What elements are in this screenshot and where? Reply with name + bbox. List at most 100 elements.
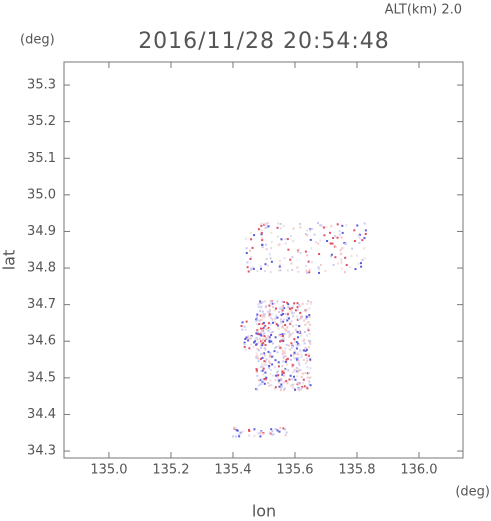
- echo-pixel: [295, 366, 298, 369]
- echo-pixel: [358, 237, 361, 240]
- echo-pixel: [291, 378, 294, 381]
- echo-pixel: [276, 316, 279, 319]
- echo-pixel: [341, 247, 344, 250]
- echo-pixel: [305, 315, 308, 318]
- echo-pixel: [344, 271, 346, 274]
- echo-pixel: [339, 249, 342, 251]
- echo-pixel: [279, 426, 282, 429]
- y-tick-label: 34.8: [27, 261, 56, 276]
- echo-pixel: [263, 313, 266, 316]
- echo-pixel: [245, 247, 248, 250]
- echo-pixel: [268, 431, 271, 434]
- echo-pixel: [281, 326, 284, 329]
- echo-pixel: [360, 265, 363, 268]
- echo-pixel: [256, 319, 259, 322]
- echo-pixel: [307, 353, 310, 356]
- y-tick-label: 35.3: [27, 78, 56, 93]
- echo-pixel: [268, 365, 271, 367]
- echo-pixel: [276, 226, 279, 229]
- echo-pixel: [295, 315, 298, 318]
- echo-pixel: [278, 385, 281, 388]
- echo-pixel: [288, 307, 291, 310]
- echo-pixel: [261, 352, 264, 355]
- echo-pixel: [280, 322, 283, 325]
- echo-pixel: [273, 302, 276, 305]
- echo-pixel: [286, 269, 289, 272]
- echo-pixel: [332, 237, 335, 239]
- echo-pixel: [304, 323, 307, 326]
- echo-pixel: [278, 265, 281, 268]
- echo-pixel: [280, 387, 283, 389]
- echo-pixel: [263, 382, 266, 385]
- y-tick-label: 35.2: [27, 114, 56, 129]
- echo-pixel: [286, 326, 289, 329]
- echo-pixel: [296, 383, 299, 386]
- echo-pixel: [274, 346, 277, 349]
- echo-pixel: [361, 239, 364, 242]
- echo-pixel: [297, 367, 300, 370]
- echo-pixel: [334, 256, 337, 259]
- echo-pixel: [296, 308, 299, 311]
- echo-pixel: [287, 303, 290, 306]
- echo-pixel: [292, 324, 295, 327]
- echo-pixel: [297, 303, 300, 306]
- echo-pixel: [256, 330, 259, 333]
- echo-pixel: [283, 381, 286, 384]
- echo-pixel: [285, 329, 288, 332]
- echo-pixel: [284, 360, 287, 363]
- echo-pixel: [281, 371, 284, 374]
- echo-pixel: [261, 243, 264, 246]
- echo-pixel: [278, 381, 281, 384]
- echo-pixel: [292, 227, 295, 230]
- echo-pixel: [306, 322, 309, 325]
- echo-pixel: [291, 364, 294, 367]
- echo-pixel: [292, 353, 295, 356]
- echo-pixel: [281, 309, 284, 312]
- echo-pixel: [259, 331, 262, 334]
- echo-pixel: [304, 372, 307, 375]
- echo-pixel: [309, 340, 312, 343]
- echo-pixel: [257, 349, 260, 352]
- echo-pixel: [271, 302, 274, 305]
- echo-pixel: [264, 243, 267, 246]
- echo-pixel: [260, 306, 262, 309]
- echo-pixel: [256, 354, 259, 357]
- echo-pixel: [284, 434, 287, 437]
- echo-pixel: [295, 341, 298, 344]
- echo-pixel: [297, 371, 299, 374]
- x-tick-label: 135.4: [214, 463, 251, 478]
- echo-pixel: [283, 337, 285, 340]
- echo-pixel: [309, 376, 312, 379]
- echo-pixel: [261, 310, 264, 313]
- echo-pixel: [284, 324, 287, 326]
- echo-pixel: [290, 320, 293, 323]
- echo-pixel: [305, 269, 308, 272]
- echo-pixel: [306, 234, 309, 237]
- x-tick-label: 135.2: [152, 463, 189, 478]
- echo-pixel: [256, 270, 259, 273]
- echo-pixel: [295, 344, 298, 347]
- echo-pixel: [260, 323, 263, 326]
- echo-pixel: [303, 319, 306, 322]
- echo-pixel: [296, 331, 299, 333]
- echo-pixel: [262, 326, 265, 329]
- echo-pixel: [363, 237, 366, 240]
- echo-pixel: [338, 230, 341, 233]
- echo-pixel: [267, 327, 270, 330]
- echo-pixel: [297, 362, 300, 365]
- echo-pixel: [259, 318, 262, 321]
- echo-pixel: [364, 229, 367, 232]
- echo-pixel: [243, 345, 246, 348]
- echo-pixel: [256, 323, 258, 326]
- echo-pixel: [267, 311, 270, 314]
- echo-pixel: [297, 344, 300, 347]
- echo-pixel: [260, 314, 263, 317]
- echo-pixel: [261, 365, 264, 368]
- echo-pixel: [268, 384, 271, 387]
- echo-pixel: [353, 240, 356, 242]
- echo-pixel: [284, 347, 287, 350]
- echo-pixel: [306, 271, 309, 274]
- echo-pixel: [344, 256, 347, 259]
- echo-pixel: [297, 353, 300, 356]
- echo-pixel: [300, 334, 303, 337]
